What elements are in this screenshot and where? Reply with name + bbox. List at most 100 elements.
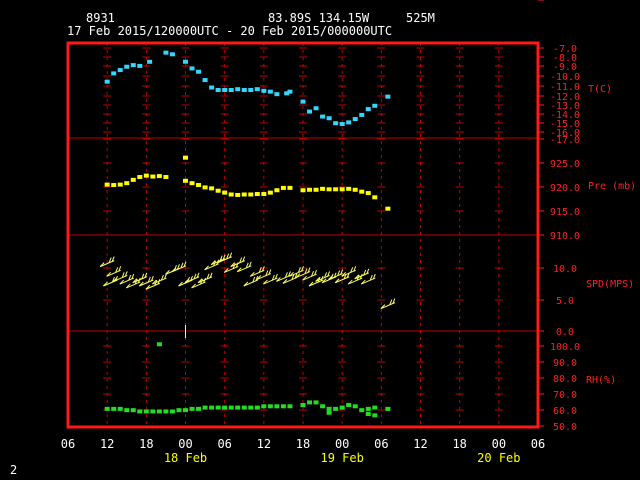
data-point (326, 187, 332, 192)
wind-shaft (250, 269, 265, 277)
data-point (339, 122, 345, 127)
y-tick-label: 0.0 (556, 327, 574, 338)
x-day-label: 18 Feb (164, 451, 207, 465)
data-point (346, 186, 352, 191)
wind-head (178, 281, 183, 287)
data-point (326, 406, 332, 411)
wind-feather (350, 267, 354, 273)
wind-feather (307, 267, 311, 273)
x-hour-label: 12 (257, 437, 271, 451)
wind-barb (276, 271, 291, 282)
data-point (215, 88, 221, 92)
wind-head (347, 279, 353, 285)
station-elevation: 525M (406, 11, 435, 25)
data-point (189, 181, 195, 186)
wind-barb (328, 269, 344, 280)
x-hour-label: 06 (61, 437, 75, 451)
wind-feather (111, 256, 115, 262)
wind-head (360, 279, 366, 285)
wind-shaft (282, 276, 298, 284)
wind-barb (243, 275, 259, 287)
wind-head (125, 283, 131, 289)
wind-shaft (380, 302, 396, 310)
wind-head (334, 278, 340, 284)
wind-feather (265, 270, 269, 276)
data-point (130, 177, 136, 182)
wind-feather (180, 262, 184, 268)
wind-head (112, 277, 118, 282)
y-tick-label: 60.0 (553, 406, 577, 417)
data-point (111, 71, 117, 76)
wind-shaft (132, 276, 148, 284)
data-point (248, 405, 254, 410)
data-point (248, 192, 254, 197)
wind-head (328, 275, 333, 280)
wind-shaft (243, 279, 258, 287)
wind-shaft (191, 281, 206, 289)
wind-head (282, 279, 288, 284)
x-hour-label: 00 (178, 437, 192, 451)
data-point (300, 402, 306, 407)
data-point (352, 404, 358, 409)
data-point (346, 402, 352, 407)
wind-barb (263, 273, 278, 285)
data-point (267, 190, 273, 195)
data-point (261, 192, 267, 197)
wind-barb (347, 273, 363, 285)
data-point (156, 174, 162, 179)
wind-feather (206, 273, 210, 279)
data-point (287, 185, 293, 190)
y-tick-label: 80.0 (553, 374, 577, 385)
x-hour-label: 06 (374, 437, 388, 451)
wind-head (210, 260, 216, 266)
wind-head (106, 271, 112, 277)
wind-barb (106, 266, 122, 277)
wind-head (204, 265, 209, 271)
wind-feather (327, 271, 331, 277)
data-point (267, 89, 273, 94)
data-point (359, 408, 365, 413)
wind-feather (245, 262, 249, 268)
y-tick-label: -15.0 (550, 119, 580, 130)
wind-head (263, 279, 268, 285)
data-point (307, 400, 313, 405)
data-point (241, 88, 247, 92)
data-point (365, 412, 371, 417)
wind-head (138, 281, 144, 287)
wind-head (99, 262, 105, 267)
wind-feather (274, 273, 278, 280)
data-point (117, 406, 123, 411)
wind-head (249, 271, 255, 277)
y-tick-label: 10.0 (553, 264, 577, 275)
wind-barb (119, 273, 135, 285)
wind-head (302, 275, 307, 281)
wind-feather (392, 298, 396, 304)
y-tick-label: 40.0 (553, 0, 577, 3)
data-point (196, 183, 202, 188)
data-point (163, 409, 169, 414)
data-point (137, 175, 143, 180)
data-point (300, 99, 306, 104)
wind-feather (340, 269, 344, 275)
wind-head (145, 284, 151, 290)
wind-feather (183, 261, 187, 267)
wind-shaft (263, 277, 278, 285)
axis-labels: -7.0-8.0-9.0-10.0-11.0-12.0-13.0-14.0-15… (61, 0, 636, 465)
wind-feather (128, 274, 132, 281)
wind-barb (112, 271, 128, 282)
wind-feather (389, 299, 393, 305)
y-tick-label: -12.0 (550, 92, 580, 103)
data-point (300, 188, 306, 193)
wind-barb (210, 254, 226, 266)
wind-shaft (223, 265, 239, 273)
data-point (365, 191, 371, 196)
data-point (352, 187, 358, 192)
data-point (313, 106, 319, 111)
data-point (320, 404, 326, 409)
wind-barb (302, 269, 317, 281)
data-point (359, 189, 365, 194)
wind-shaft (334, 276, 350, 284)
wind-shaft (106, 269, 121, 277)
data-point (228, 88, 234, 92)
wind-feather (258, 267, 262, 273)
